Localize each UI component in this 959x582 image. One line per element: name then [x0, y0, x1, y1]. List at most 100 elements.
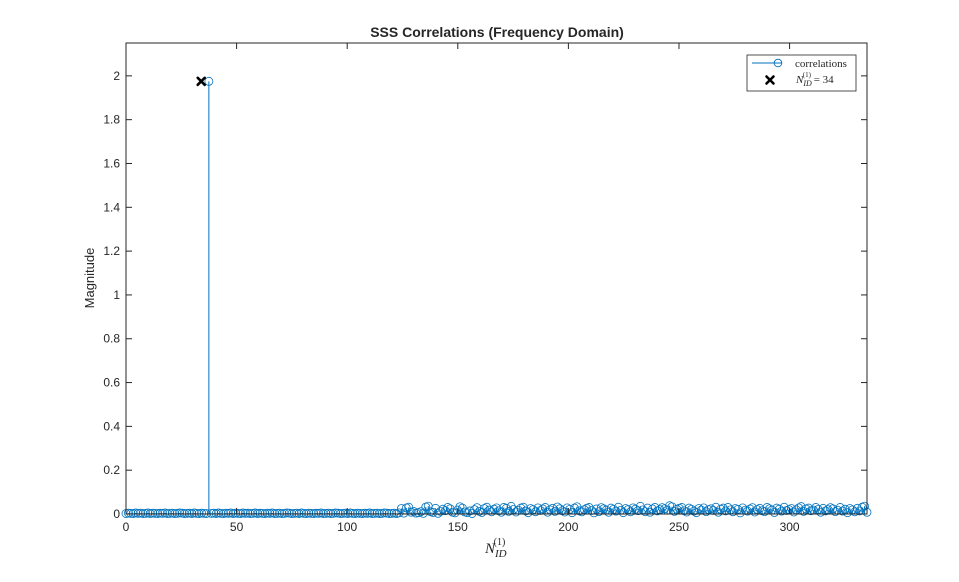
stem-marker — [355, 508, 365, 518]
stem-marker — [818, 503, 828, 513]
stem-marker — [618, 508, 628, 518]
x-axis-ticks: 0 50 100 150 200 250 300 — [123, 43, 800, 534]
stem-marker — [606, 503, 616, 513]
stem-marker — [645, 507, 655, 517]
stem-marker — [557, 506, 567, 516]
stem-marker — [379, 508, 389, 518]
stem-marker — [526, 504, 536, 513]
stem-marker — [455, 502, 465, 512]
stem-marker — [465, 506, 475, 516]
stem-marker — [431, 503, 440, 513]
stem-marker — [394, 508, 404, 518]
y-tick-label: 0.2 — [103, 463, 120, 477]
legend-marker-peak — [765, 75, 775, 85]
stem-marker — [489, 504, 499, 514]
stem-marker — [794, 503, 804, 513]
stem-marker — [282, 508, 292, 518]
legend-peak-main: N — [795, 74, 804, 86]
stem-marker — [414, 508, 423, 518]
stem-marker — [621, 504, 631, 513]
stem-marker — [748, 503, 757, 513]
stem-marker — [804, 503, 813, 513]
stem-marker — [633, 506, 643, 516]
stem-marker — [155, 508, 165, 518]
x-tick-label: 250 — [669, 520, 689, 534]
stem-marker — [677, 503, 687, 512]
stem-marker — [857, 502, 867, 512]
stem-marker — [613, 502, 623, 512]
stem-marker — [150, 508, 160, 518]
stem-marker — [772, 503, 782, 513]
stem-marker — [353, 508, 362, 518]
stem-marker — [397, 504, 406, 513]
stem-marker — [628, 503, 638, 513]
x-tick-label: 150 — [448, 520, 468, 534]
y-tick-label: 2 — [113, 69, 120, 83]
stem-marker — [192, 508, 202, 518]
stem-marker — [206, 508, 216, 518]
stem-marker — [409, 506, 419, 516]
stem-marker — [509, 504, 518, 514]
legend-peak-sub: ID — [802, 79, 812, 88]
legend: correlations NID(1) = 34 — [746, 54, 857, 92]
x-tick-label: 300 — [780, 520, 800, 534]
stem-marker — [165, 508, 175, 518]
stem-marker — [665, 501, 674, 511]
y-tick-label: 1.6 — [103, 156, 120, 170]
x-tick-label: 100 — [337, 520, 357, 534]
stem-marker — [596, 503, 606, 513]
stem-marker — [462, 508, 472, 518]
stem-marker — [255, 508, 265, 518]
stem-marker — [762, 503, 772, 512]
stem-marker — [711, 502, 721, 512]
stem-marker — [148, 508, 158, 518]
y-tick-label: 1.8 — [103, 113, 120, 127]
stem-marker — [845, 504, 855, 513]
stem-marker — [706, 504, 716, 514]
stem-marker — [197, 508, 206, 518]
stem-marker — [689, 506, 699, 516]
stem-marker — [216, 508, 226, 518]
stem-marker — [813, 504, 823, 514]
stem-marker — [540, 503, 550, 512]
stem-marker — [796, 502, 806, 511]
legend-box — [746, 54, 857, 92]
stem-marker — [506, 501, 516, 511]
x-tick-label: 50 — [230, 520, 244, 534]
stem-marker — [492, 503, 501, 513]
stem-marker — [501, 503, 511, 513]
stem-marker — [504, 506, 514, 516]
x-tick-label: 200 — [558, 520, 578, 534]
stem-marker — [779, 502, 789, 512]
stem-marker — [399, 508, 409, 518]
stem-marker — [436, 506, 445, 516]
stem-marker — [631, 504, 640, 514]
stem-marker — [428, 508, 438, 517]
stem-marker — [769, 508, 779, 517]
y-tick-label: 1.4 — [103, 200, 120, 214]
stem-marker — [175, 508, 185, 518]
stem-marker — [670, 506, 679, 516]
x-tick-label: 0 — [123, 520, 130, 534]
stem-marker — [360, 508, 370, 518]
stem-marker — [723, 503, 733, 512]
stem-marker — [755, 503, 765, 513]
stem-marker — [521, 506, 531, 516]
stem-marker — [550, 506, 560, 516]
stem-marker — [604, 507, 614, 517]
stem-marker — [370, 508, 380, 518]
stem-marker — [548, 503, 557, 513]
stem-marker — [843, 508, 852, 518]
y-tick-label: 0.4 — [103, 419, 120, 433]
legend-peak-suffix: = 34 — [811, 74, 834, 86]
stem-marker — [241, 508, 250, 518]
stem-marker — [523, 508, 533, 518]
y-tick-label: 0.6 — [103, 376, 120, 390]
stem-marker — [728, 507, 738, 517]
stem-marker — [204, 76, 214, 86]
stem-marker — [272, 508, 282, 518]
stem-marker — [124, 508, 133, 518]
stem-marker — [416, 507, 426, 516]
x-axis-label-sub: ID — [494, 548, 507, 560]
